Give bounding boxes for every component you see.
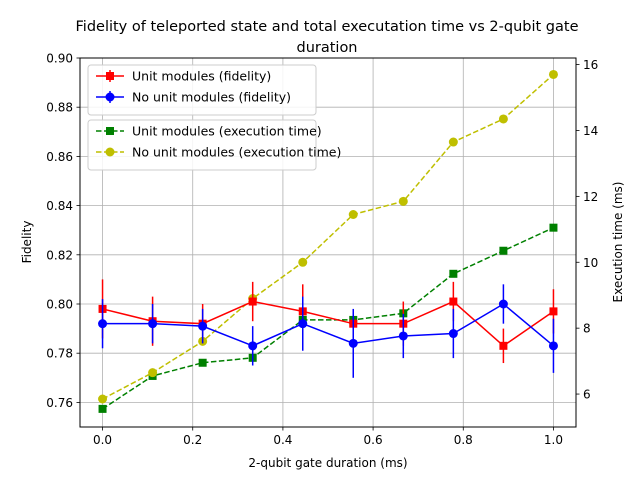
series-line: [102, 226, 554, 410]
legend-marker: [105, 147, 115, 157]
x-tick-label: 1.0: [544, 433, 563, 447]
data-point: [448, 137, 458, 147]
y-left-tick-label: 0.82: [46, 248, 73, 262]
legend-label: No unit modules (fidelity): [132, 90, 291, 105]
y-axis-left-label: Fidelity: [20, 221, 34, 264]
plot-frame: [79, 57, 577, 428]
legend-label: No unit modules (execution time): [132, 145, 341, 160]
data-point: [548, 341, 558, 351]
data-point: [98, 394, 108, 404]
legend-entry: Unit modules (fidelity): [96, 69, 271, 84]
x-tick-label: 0.6: [364, 433, 383, 447]
data-point: [549, 223, 558, 232]
legend-entry: No unit modules (execution time): [96, 145, 341, 160]
data-point: [398, 331, 408, 341]
data-point: [498, 299, 508, 309]
data-point: [148, 368, 158, 378]
y-right-tick-label: 10: [583, 256, 598, 270]
x-tick-label: 0.0: [93, 433, 112, 447]
y-left-tick-label: 0.76: [46, 396, 73, 410]
series-line: [102, 303, 554, 347]
y-right-tick-label: 12: [583, 190, 598, 204]
y-left-tick-label: 0.90: [46, 52, 73, 66]
legend-box: [87, 64, 317, 116]
data-point: [499, 341, 508, 350]
x-axis: 0.0 0.2 0.4 0.6 0.8 1.0: [93, 427, 563, 447]
legend-label: Unit modules (execution time): [132, 124, 322, 139]
data-point: [98, 404, 107, 413]
data-point: [198, 321, 208, 331]
y-right-tick-label: 8: [583, 322, 591, 336]
data-point: [499, 246, 508, 255]
y-left-tick-label: 0.88: [46, 101, 73, 115]
data-point: [248, 341, 258, 351]
plot-series: [98, 69, 558, 413]
y-left-tick-label: 0.80: [46, 298, 73, 312]
data-point: [298, 257, 308, 267]
data-point: [298, 319, 308, 329]
data-point: [549, 307, 558, 316]
legend-label: Unit modules (fidelity): [132, 69, 271, 84]
data-point: [148, 319, 158, 329]
y-axis-right-label: Execution time (ms): [611, 182, 625, 303]
data-point: [398, 196, 408, 206]
y-axis-left: 0.76 0.78 0.80 0.82 0.84 0.86 0.88 0.90: [46, 52, 80, 410]
legend-marker: [106, 72, 114, 80]
x-tick-label: 0.2: [183, 433, 202, 447]
y-right-tick-label: 14: [583, 124, 598, 138]
data-point: [98, 319, 108, 329]
y-left-tick-label: 0.78: [46, 347, 73, 361]
legend-marker: [105, 92, 115, 102]
legend-fidelity: Unit modules (fidelity) No unit modules (…: [87, 64, 317, 116]
data-point: [248, 297, 257, 306]
chart-title-line-1: Fidelity of teleported state and total e…: [76, 19, 579, 35]
x-tick-label: 0.8: [454, 433, 473, 447]
data-point: [348, 209, 358, 219]
data-point: [548, 69, 558, 79]
series-line: [102, 300, 554, 347]
data-point: [498, 114, 508, 124]
x-axis-label: 2-qubit gate duration (ms): [248, 456, 407, 470]
legend-entry: No unit modules (fidelity): [96, 90, 291, 105]
x-tick-label: 0.4: [273, 433, 292, 447]
series-no-unit-modules-fidelity: [98, 284, 558, 378]
data-point: [348, 338, 358, 348]
legend-execution-time: Unit modules (execution time) No unit mod…: [87, 119, 341, 171]
y-right-tick-label: 16: [583, 58, 598, 72]
legend-entry: Unit modules (execution time): [96, 124, 322, 139]
chart-title-line-2: duration: [296, 40, 357, 56]
legend-marker: [106, 127, 114, 135]
y-left-tick-label: 0.84: [46, 199, 73, 213]
y-right-tick-label: 6: [583, 388, 591, 402]
legend-box: [87, 119, 317, 171]
data-point: [449, 297, 458, 306]
data-point: [448, 329, 458, 339]
y-left-tick-label: 0.86: [46, 150, 73, 164]
data-point: [449, 269, 458, 278]
data-point: [198, 358, 207, 367]
y-axis-right: 6 8 10 12 14 16: [576, 58, 598, 402]
